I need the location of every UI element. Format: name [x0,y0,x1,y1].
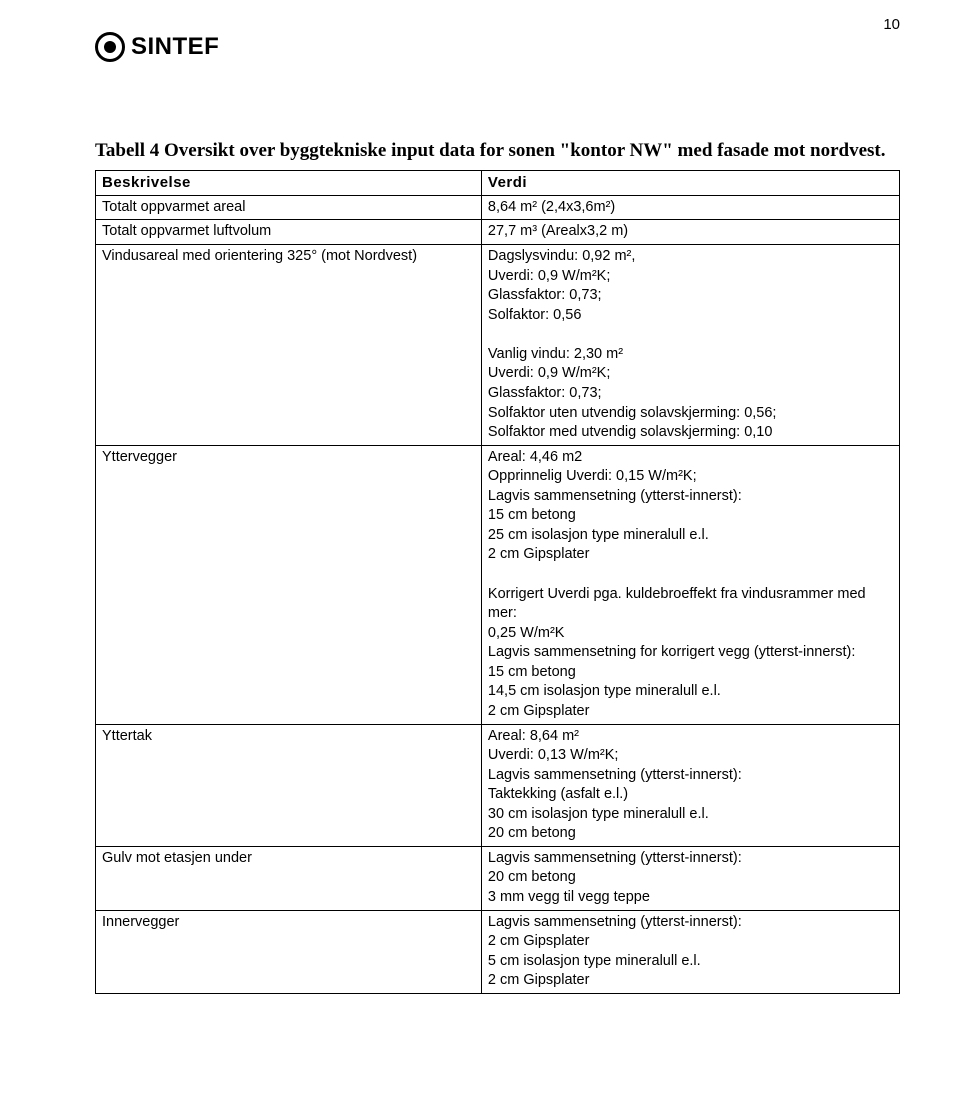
logo-text: SINTEF [131,33,219,61]
cell-value: Areal: 4,46 m2 Opprinnelig Uverdi: 0,15 … [481,445,899,724]
table-row: Gulv mot etasjen under Lagvis sammensetn… [96,846,900,910]
table-caption: Tabell 4 Oversikt over byggtekniske inpu… [95,138,900,164]
cell-label: Yttertak [96,724,482,846]
page-number: 10 [883,16,900,33]
table-header-row: Beskrivelse Verdi [96,170,900,195]
table-row: Totalt oppvarmet luftvolum 27,7 m³ (Area… [96,220,900,245]
table-row: Totalt oppvarmet areal 8,64 m² (2,4x3,6m… [96,195,900,220]
cell-value: Areal: 8,64 m² Uverdi: 0,13 W/m²K; Lagvi… [481,724,899,846]
cell-value: Lagvis sammensetning (ytterst-innerst): … [481,910,899,993]
header-left: Beskrivelse [96,170,482,195]
cell-value: Dagslysvindu: 0,92 m², Uverdi: 0,9 W/m²K… [481,245,899,446]
logo-mark-icon [95,32,125,62]
data-table: Beskrivelse Verdi Totalt oppvarmet areal… [95,170,900,994]
header-right: Verdi [481,170,899,195]
logo: SINTEF [95,32,219,62]
cell-value: Lagvis sammensetning (ytterst-innerst): … [481,846,899,910]
cell-label: Vindusareal med orientering 325° (mot No… [96,245,482,446]
cell-label: Yttervegger [96,445,482,724]
cell-value: 27,7 m³ (Arealx3,2 m) [481,220,899,245]
cell-label: Gulv mot etasjen under [96,846,482,910]
table-row: Yttervegger Areal: 4,46 m2 Opprinnelig U… [96,445,900,724]
table-row: Vindusareal med orientering 325° (mot No… [96,245,900,446]
cell-label: Innervegger [96,910,482,993]
cell-value: 8,64 m² (2,4x3,6m²) [481,195,899,220]
table-row: Yttertak Areal: 8,64 m² Uverdi: 0,13 W/m… [96,724,900,846]
table-row: Innervegger Lagvis sammensetning (ytters… [96,910,900,993]
cell-label: Totalt oppvarmet luftvolum [96,220,482,245]
cell-label: Totalt oppvarmet areal [96,195,482,220]
